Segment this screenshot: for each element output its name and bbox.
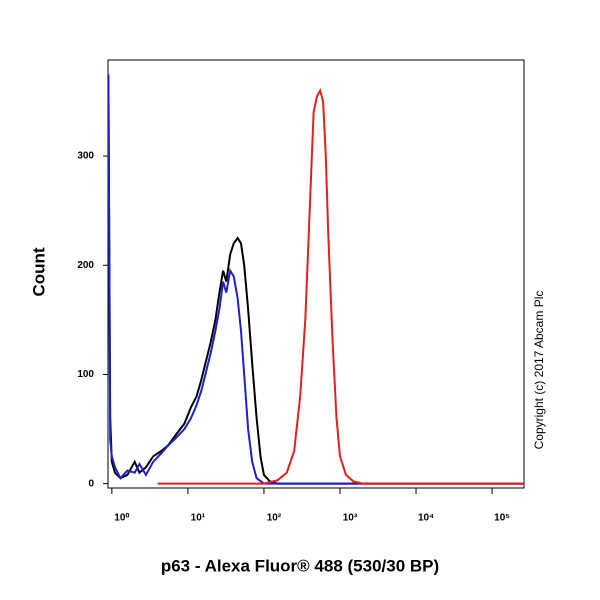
x-tick-label: 10²: [267, 513, 282, 524]
copyright: Copyright (c) 2017 Abcam Plc: [532, 291, 546, 450]
series-line: [108, 74, 524, 485]
y-tick-label: 100: [77, 369, 94, 380]
y-tick-label: 300: [77, 151, 94, 162]
x-axis-label: p63 - Alexa Fluor® 488 (530/30 BP): [161, 556, 439, 575]
y-tick-label: 0: [88, 478, 94, 489]
x-tick-label: 10³: [343, 513, 358, 524]
x-tick-label: 10⁰: [114, 513, 129, 524]
plot-frame: [107, 59, 525, 489]
x-tick-label: 10⁵: [494, 513, 510, 524]
y-axis-label: Count: [29, 247, 48, 296]
x-tick-label: 10¹: [191, 513, 206, 524]
x-tick-label: 10⁴: [418, 513, 434, 524]
series-line: [157, 87, 524, 485]
y-tick-label: 200: [77, 260, 94, 271]
series-line: [108, 79, 524, 485]
